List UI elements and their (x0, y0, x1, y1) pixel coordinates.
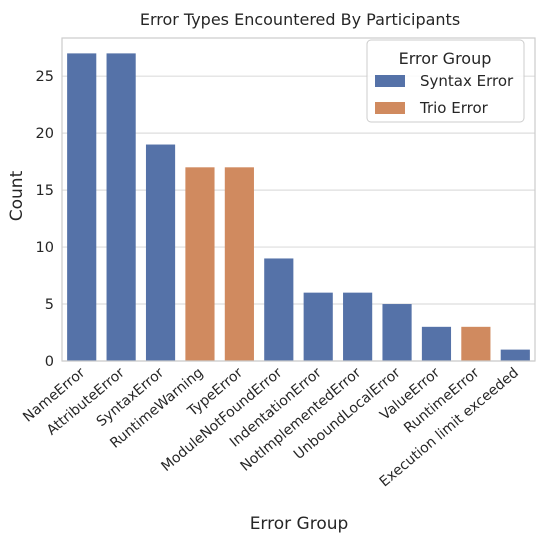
legend-swatch (375, 102, 405, 114)
bar-indentationerror (303, 292, 333, 361)
bar-valueerror (421, 326, 452, 361)
bar-modulenotfounderror (264, 258, 294, 361)
plot-frame (61, 37, 536, 362)
legend-entry-label: Syntax Error (420, 72, 514, 90)
y-axis-label: Count (7, 170, 27, 221)
bar-attributeerror (106, 53, 136, 361)
legend-title: Error Group (399, 49, 492, 68)
y-tick-label: 20 (36, 126, 54, 142)
legend-entries: Syntax Error Trio Error (375, 72, 514, 117)
y-tick-label: 5 (45, 297, 54, 313)
bar-unboundlocalerror (382, 304, 412, 361)
bar-typeerror (224, 167, 254, 361)
bar-syntaxerror (145, 144, 176, 361)
bar-notimplementederror (343, 292, 373, 361)
legend-swatch (375, 75, 405, 87)
bars (67, 53, 530, 361)
y-tick-label: 15 (36, 183, 54, 199)
bar-nameerror (67, 53, 97, 361)
x-axis-label: Error Group (250, 514, 349, 534)
legend-box (366, 39, 525, 123)
chart-title: Error Types Encountered By Participants (140, 10, 460, 29)
y-tick-label: 0 (45, 354, 54, 370)
bar-runtimeerror (461, 326, 491, 361)
y-tick-labels: 0 5 10 15 20 25 (36, 69, 54, 370)
legend: Error Group Syntax Error Trio Error (366, 39, 525, 123)
bar-runtimewarning (185, 167, 215, 361)
y-tick-label: 10 (36, 240, 54, 256)
y-tick-label: 25 (36, 69, 54, 85)
bar-execution-limit-exceeded (500, 349, 530, 361)
legend-entry-label: Trio Error (419, 99, 489, 117)
